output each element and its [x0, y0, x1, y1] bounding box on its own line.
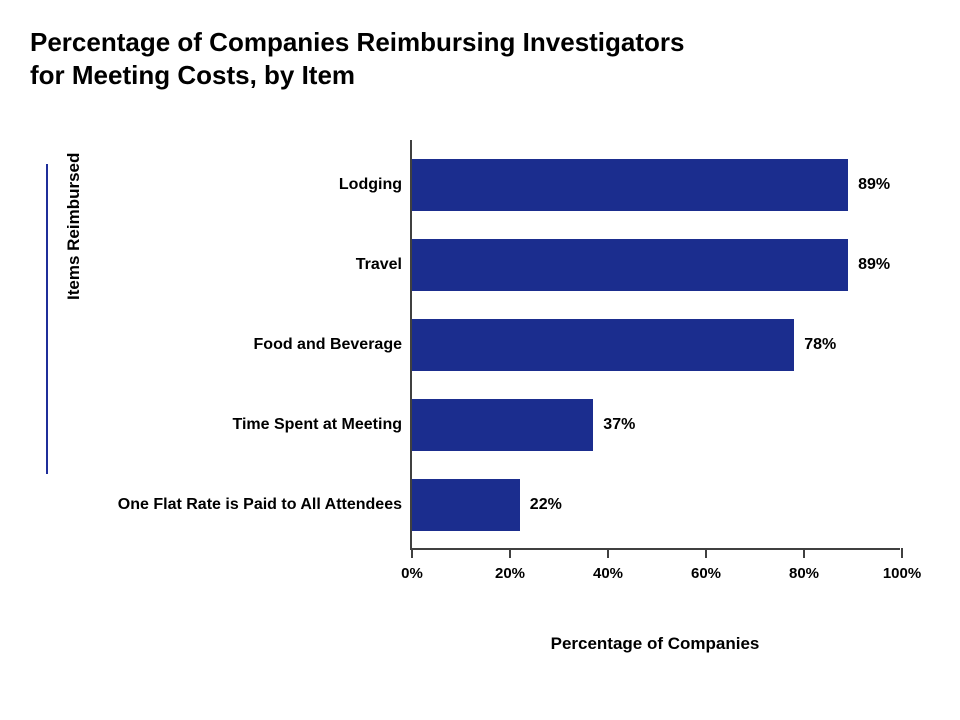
bar-category-label: One Flat Rate is Paid to All Attendees: [42, 479, 402, 531]
bar-row: 22%One Flat Rate is Paid to All Attendee…: [412, 479, 902, 531]
x-tick-label: 60%: [691, 565, 721, 582]
x-tick: [411, 548, 413, 558]
bar-row: 78%Food and Beverage: [412, 319, 902, 371]
bar-row: 89%Travel: [412, 239, 902, 291]
x-axis-title: Percentage of Companies: [410, 634, 900, 654]
x-tick-label: 20%: [495, 565, 525, 582]
bar-row: 37%Time Spent at Meeting: [412, 399, 902, 451]
chart-title-line1: Percentage of Companies Reimbursing Inve…: [30, 26, 685, 59]
chart-area: 0%20%40%60%80%100%89%Lodging89%Travel78%…: [410, 140, 900, 580]
bar-category-label: Food and Beverage: [42, 319, 402, 371]
x-tick-label: 0%: [401, 565, 423, 582]
bar: [412, 159, 848, 211]
x-tick: [509, 548, 511, 558]
bar: [412, 399, 593, 451]
x-tick-label: 40%: [593, 565, 623, 582]
page: Percentage of Companies Reimbursing Inve…: [0, 0, 960, 720]
bar-value-label: 78%: [794, 319, 836, 371]
bar-row: 89%Lodging: [412, 159, 902, 211]
x-tick: [901, 548, 903, 558]
chart-title-line2: for Meeting Costs, by Item: [30, 59, 685, 92]
bar-category-label: Lodging: [42, 159, 402, 211]
bar-category-label: Travel: [42, 239, 402, 291]
bar: [412, 239, 848, 291]
plot-area: 0%20%40%60%80%100%89%Lodging89%Travel78%…: [410, 140, 900, 550]
bar-value-label: 22%: [520, 479, 562, 531]
x-tick-label: 80%: [789, 565, 819, 582]
bar-value-label: 89%: [848, 159, 890, 211]
x-tick: [705, 548, 707, 558]
x-tick: [607, 548, 609, 558]
x-tick: [803, 548, 805, 558]
bar: [412, 479, 520, 531]
chart-title: Percentage of Companies Reimbursing Inve…: [30, 26, 685, 91]
x-tick-label: 100%: [883, 565, 921, 582]
bar-value-label: 37%: [593, 399, 635, 451]
bar-value-label: 89%: [848, 239, 890, 291]
bar: [412, 319, 794, 371]
bar-category-label: Time Spent at Meeting: [42, 399, 402, 451]
